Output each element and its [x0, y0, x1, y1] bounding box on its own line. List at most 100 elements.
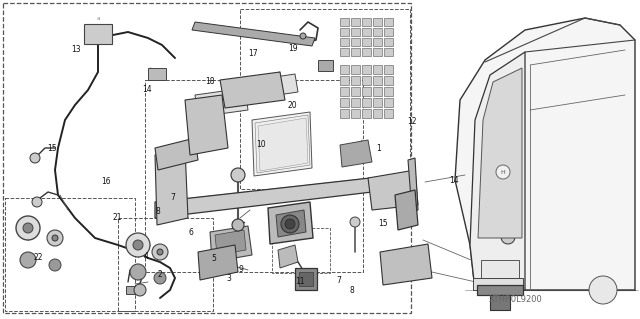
Bar — [84, 24, 112, 44]
Polygon shape — [255, 74, 298, 98]
Polygon shape — [470, 52, 525, 290]
Bar — [299, 272, 313, 286]
Bar — [351, 87, 360, 96]
Text: 17: 17 — [248, 49, 258, 58]
Bar — [318, 60, 333, 71]
Bar — [295, 268, 317, 290]
Text: 22: 22 — [34, 253, 43, 262]
Bar — [351, 48, 360, 56]
Circle shape — [154, 272, 166, 284]
Text: H: H — [500, 169, 506, 174]
Bar — [272, 228, 330, 273]
Polygon shape — [198, 245, 238, 280]
Polygon shape — [380, 244, 432, 285]
Text: 21: 21 — [113, 213, 122, 222]
Bar — [240, 9, 410, 189]
Bar — [3, 3, 411, 313]
Circle shape — [501, 230, 515, 244]
Bar — [145, 80, 363, 272]
Bar — [373, 38, 382, 46]
Polygon shape — [478, 68, 522, 238]
Text: 18: 18 — [205, 77, 214, 86]
Bar — [340, 38, 349, 46]
Bar — [340, 65, 349, 74]
Text: 16: 16 — [100, 177, 111, 186]
Bar — [373, 76, 382, 85]
Bar — [373, 65, 382, 74]
Text: 8: 8 — [349, 286, 355, 295]
Bar — [384, 98, 393, 107]
Bar — [118, 218, 213, 311]
Polygon shape — [258, 118, 308, 171]
Circle shape — [300, 33, 306, 39]
Polygon shape — [408, 158, 418, 212]
Polygon shape — [185, 95, 228, 155]
Circle shape — [126, 233, 150, 257]
Text: 5: 5 — [211, 254, 216, 263]
Bar — [340, 109, 349, 118]
Bar — [384, 28, 393, 36]
Bar — [351, 38, 360, 46]
Polygon shape — [192, 22, 315, 46]
Text: 9: 9 — [239, 265, 244, 274]
Polygon shape — [155, 148, 188, 225]
Bar — [362, 87, 371, 96]
Circle shape — [32, 197, 42, 207]
Bar — [340, 76, 349, 85]
Polygon shape — [490, 295, 510, 310]
Bar — [362, 98, 371, 107]
Polygon shape — [455, 18, 635, 290]
Text: 4: 4 — [143, 252, 148, 261]
Text: 6: 6 — [188, 228, 193, 237]
Bar — [340, 48, 349, 56]
Bar — [362, 18, 371, 26]
Bar — [384, 38, 393, 46]
Bar — [351, 18, 360, 26]
Bar — [340, 18, 349, 26]
Polygon shape — [220, 72, 285, 108]
Polygon shape — [477, 285, 523, 295]
Bar — [384, 76, 393, 85]
Circle shape — [589, 276, 617, 304]
Text: 2: 2 — [157, 270, 163, 279]
Polygon shape — [278, 245, 298, 268]
Polygon shape — [268, 202, 313, 244]
Circle shape — [16, 216, 40, 240]
Text: 8: 8 — [156, 207, 161, 216]
Circle shape — [281, 215, 299, 233]
Bar — [351, 28, 360, 36]
Bar — [481, 260, 519, 278]
Polygon shape — [155, 138, 198, 170]
Text: 10: 10 — [256, 140, 266, 149]
Polygon shape — [215, 230, 246, 255]
Bar — [340, 28, 349, 36]
Circle shape — [157, 249, 163, 255]
Text: XTHR0L9200: XTHR0L9200 — [488, 295, 542, 304]
Polygon shape — [473, 278, 523, 290]
Circle shape — [350, 217, 360, 227]
Polygon shape — [276, 210, 306, 237]
Text: 13: 13 — [70, 45, 81, 54]
Circle shape — [134, 284, 146, 296]
Bar — [373, 109, 382, 118]
Text: 15: 15 — [47, 144, 58, 153]
Circle shape — [152, 244, 168, 260]
Circle shape — [496, 165, 510, 179]
Bar — [384, 65, 393, 74]
Bar — [351, 109, 360, 118]
Polygon shape — [395, 190, 418, 230]
Bar — [384, 48, 393, 56]
Text: a: a — [96, 16, 100, 20]
Text: 20: 20 — [287, 101, 298, 110]
Circle shape — [30, 153, 40, 163]
Text: 3: 3 — [227, 274, 232, 283]
Bar — [373, 18, 382, 26]
Circle shape — [23, 223, 33, 233]
Text: 12: 12 — [408, 117, 417, 126]
Bar — [351, 76, 360, 85]
Circle shape — [232, 219, 244, 231]
Bar — [362, 76, 371, 85]
Bar — [373, 48, 382, 56]
Bar — [340, 98, 349, 107]
Text: 11: 11 — [295, 277, 304, 286]
